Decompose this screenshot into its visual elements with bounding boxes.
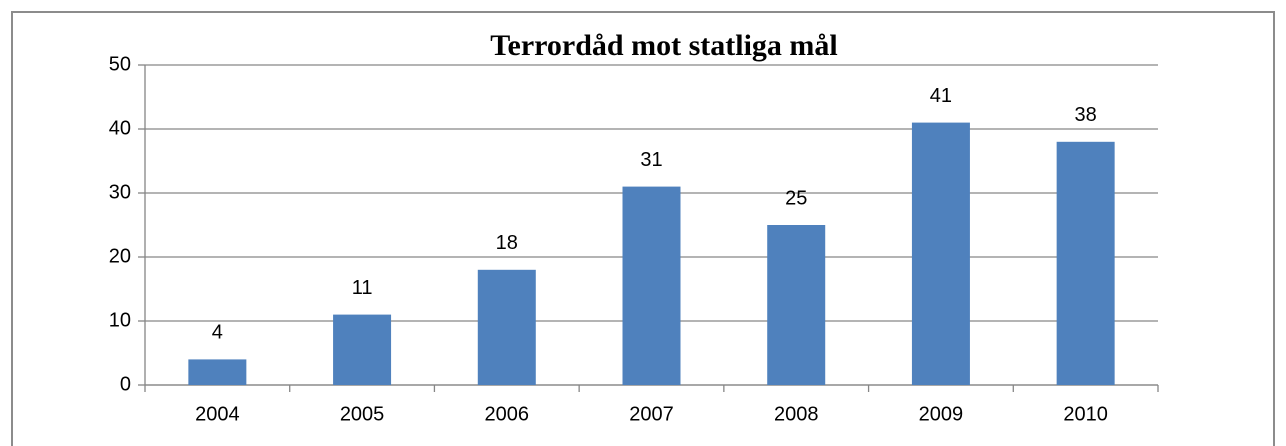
data-label: 11 bbox=[352, 277, 373, 299]
bar bbox=[1056, 141, 1115, 385]
x-tick-label: 2009 bbox=[919, 403, 964, 425]
data-label: 4 bbox=[212, 322, 223, 344]
y-tick-label: 40 bbox=[109, 117, 131, 139]
y-tick-label: 0 bbox=[120, 373, 131, 395]
x-tick-label: 2008 bbox=[774, 403, 819, 425]
chart-title: Terrordåd mot statliga mål bbox=[490, 29, 837, 62]
data-label: 31 bbox=[640, 149, 662, 171]
y-tick-label: 30 bbox=[109, 181, 131, 203]
x-tick-label: 2010 bbox=[1063, 403, 1108, 425]
bar bbox=[477, 269, 536, 385]
data-label: 38 bbox=[1075, 104, 1097, 126]
bar bbox=[188, 359, 247, 385]
y-tick-label: 10 bbox=[109, 309, 131, 331]
x-tick-label: 2005 bbox=[340, 403, 385, 425]
bar bbox=[333, 314, 392, 385]
y-tick-label: 20 bbox=[109, 245, 131, 267]
data-label: 25 bbox=[785, 187, 807, 209]
y-tick-label: 50 bbox=[109, 53, 131, 75]
data-label: 41 bbox=[930, 85, 952, 107]
bar bbox=[911, 122, 970, 385]
x-tick-label: 2007 bbox=[629, 403, 674, 425]
bar bbox=[622, 186, 681, 385]
x-tick-label: 2006 bbox=[485, 403, 530, 425]
bar bbox=[767, 225, 826, 385]
data-label: 18 bbox=[496, 232, 518, 254]
x-tick-label: 2004 bbox=[195, 403, 240, 425]
